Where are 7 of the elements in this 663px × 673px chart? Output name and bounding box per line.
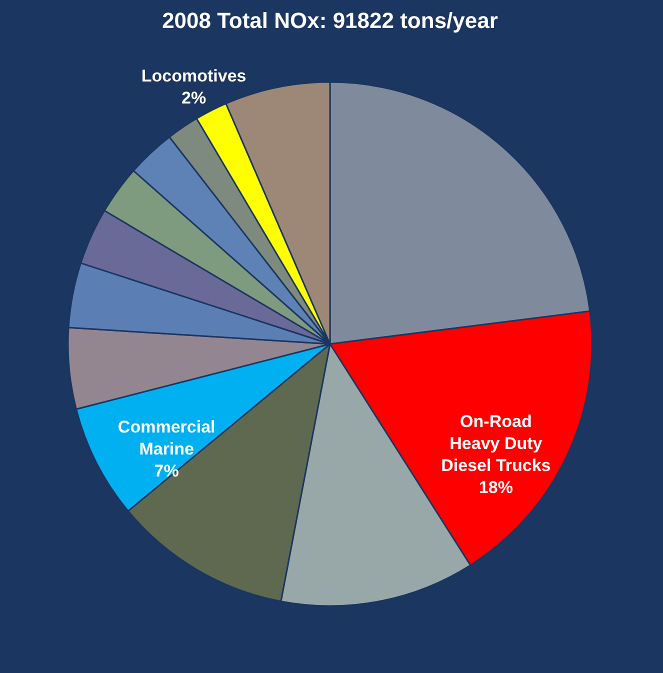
slice-label: On-Road Heavy Duty Diesel Trucks — [441, 412, 551, 476]
slice-label: Locomotives — [141, 66, 246, 86]
data-label: 2% — [182, 88, 206, 108]
slice-label: Commercial Marine — [118, 417, 216, 458]
chart-title: 2008 Total NOx: 91822 tons/year — [162, 8, 498, 33]
data-label: 18% — [478, 478, 513, 498]
data-label: 7% — [154, 461, 179, 480]
